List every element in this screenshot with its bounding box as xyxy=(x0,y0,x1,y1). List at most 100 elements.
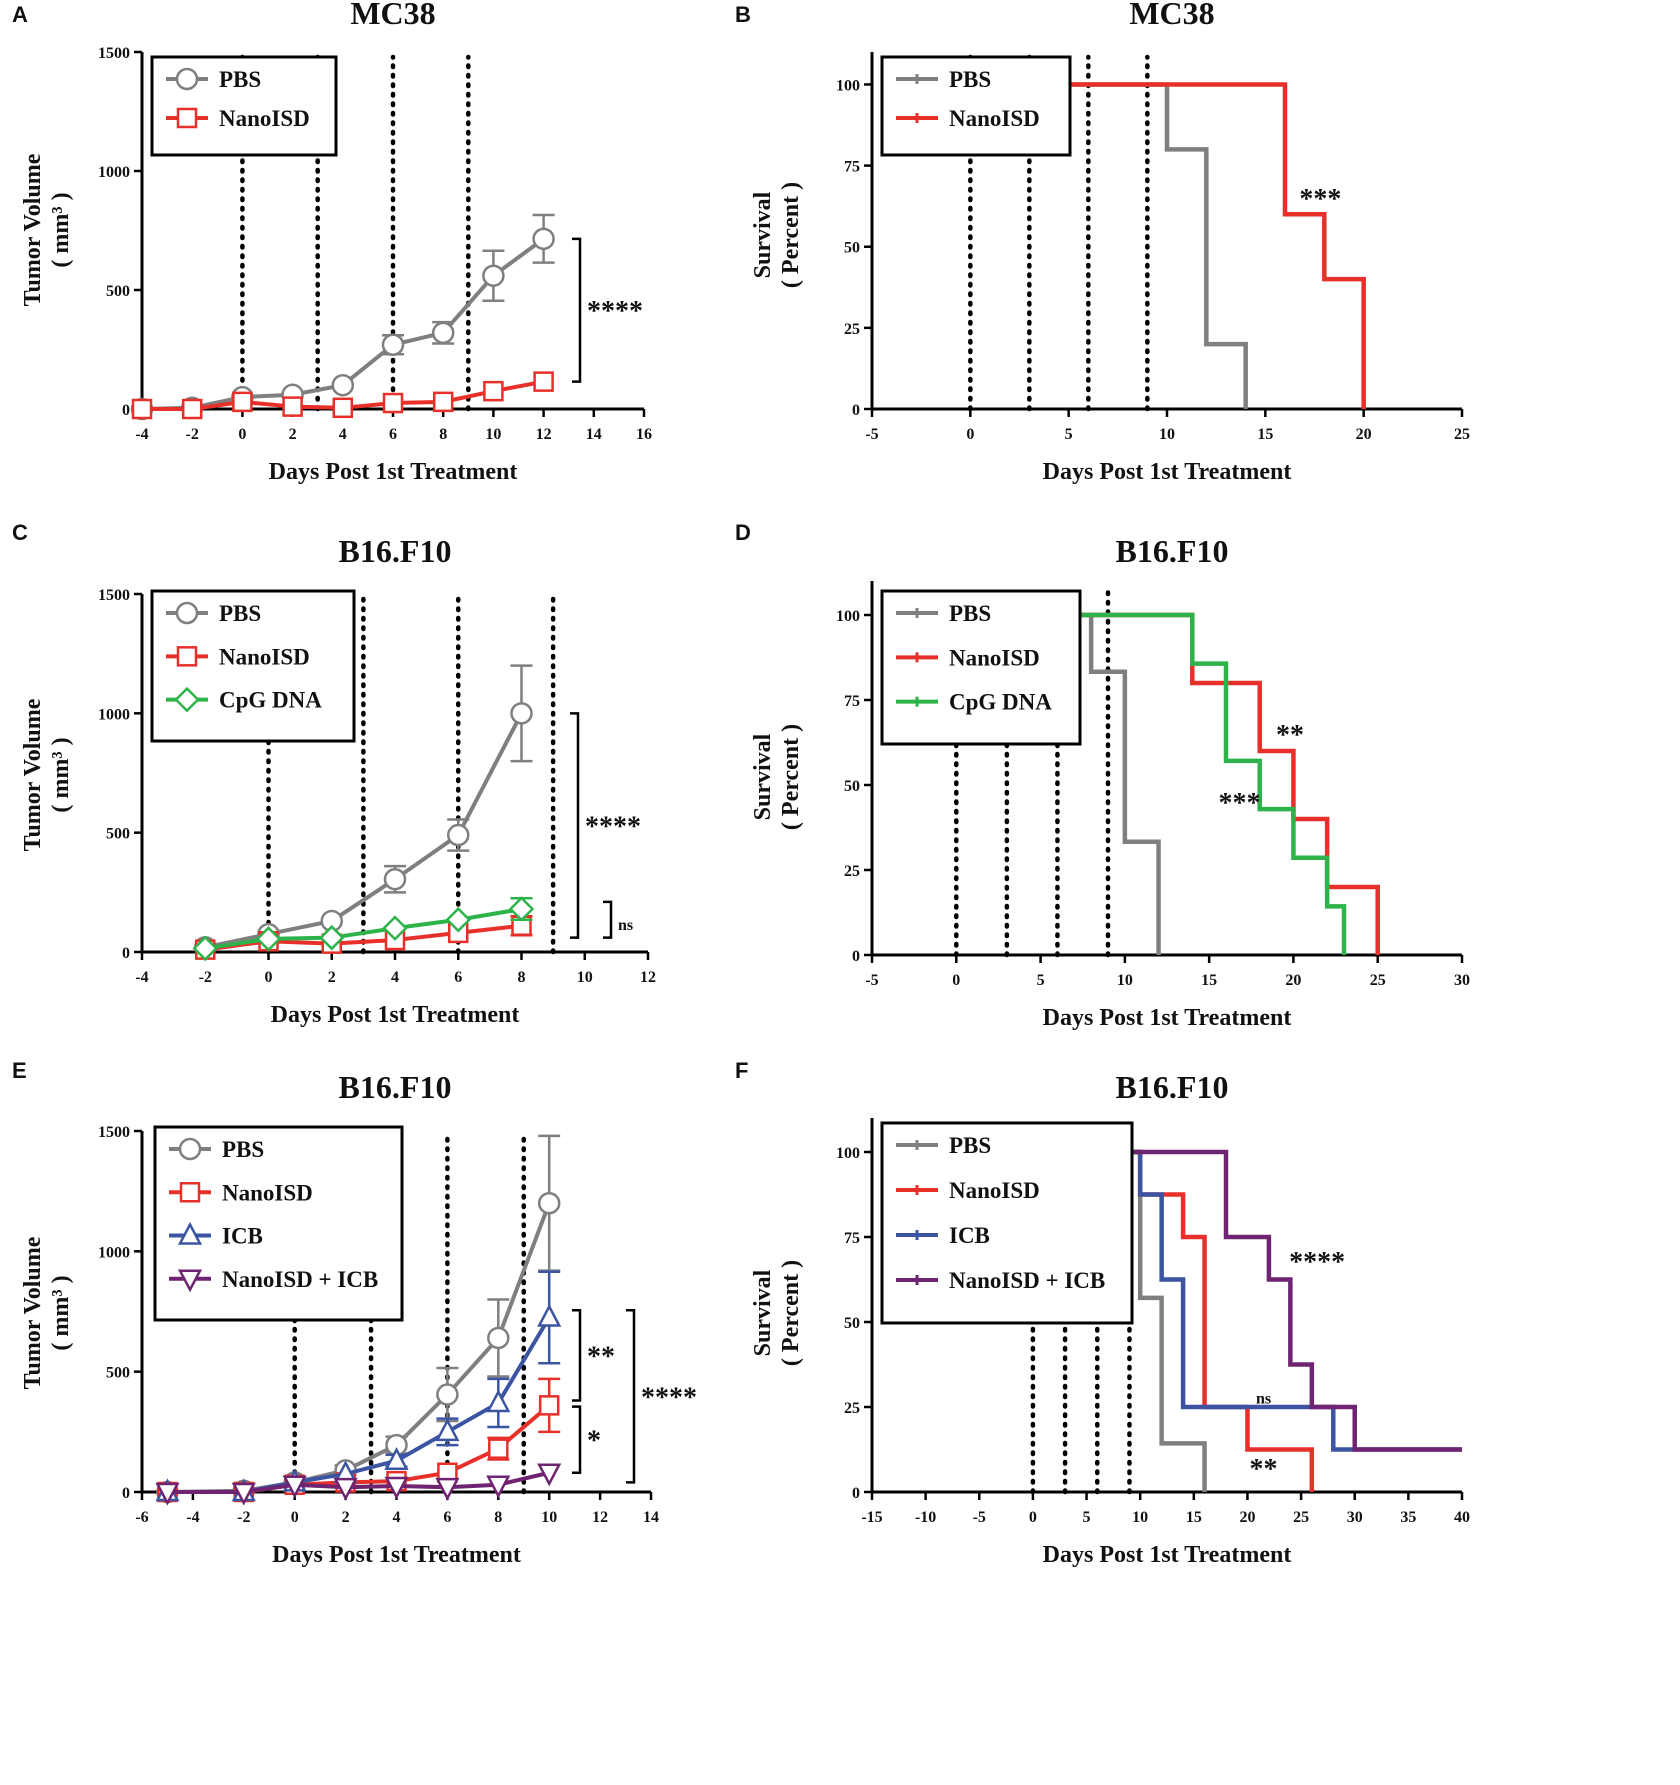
panel-letter: B xyxy=(735,2,751,27)
legend-label: NanoISD xyxy=(949,1178,1040,1203)
x-axis-label: Days Post 1st Treatment xyxy=(272,1542,521,1568)
x-tick-label: 16 xyxy=(636,426,652,443)
x-tick-label: -2 xyxy=(186,426,199,443)
data-point xyxy=(436,1383,459,1406)
panel-letter: A xyxy=(12,2,28,27)
survival-curve xyxy=(1068,82,1366,409)
x-tick-label: 15 xyxy=(1257,426,1273,443)
x-tick-label: 35 xyxy=(1400,1509,1416,1526)
legend-entry: NanoISD xyxy=(896,1178,1040,1203)
y-tick-label: 1500 xyxy=(98,45,130,62)
y-axis-label: Tumor Volume xyxy=(20,698,46,851)
legend-label: ICB xyxy=(222,1224,263,1249)
x-tick-label: -10 xyxy=(915,1509,936,1526)
x-tick-label: 4 xyxy=(339,426,347,443)
y-axis-unit: ( Percent ) xyxy=(778,1260,804,1366)
legend-label: NanoISD + ICB xyxy=(949,1268,1105,1293)
x-tick-label: 6 xyxy=(389,426,397,443)
legend-label: PBS xyxy=(219,67,261,92)
legend-entry: NanoISD + ICB xyxy=(169,1267,378,1293)
legend-label: NanoISD xyxy=(949,645,1040,670)
x-tick-label: 0 xyxy=(966,426,974,443)
x-tick-label: 25 xyxy=(1454,426,1470,443)
legend-marker xyxy=(175,67,199,91)
data-point xyxy=(510,702,533,725)
data-point xyxy=(538,1395,560,1416)
x-axis-label: Days Post 1st Treatment xyxy=(1043,459,1292,485)
significance-bracket xyxy=(603,900,613,939)
y-tick-label: 1500 xyxy=(98,587,130,604)
data-point xyxy=(486,1475,511,1499)
legend-marker xyxy=(176,646,198,667)
legend-marker xyxy=(178,1137,202,1161)
data-point xyxy=(382,392,404,414)
significance-label: **** xyxy=(587,296,643,327)
y-tick-label: 0 xyxy=(122,402,130,419)
legend-label: CpG DNA xyxy=(949,690,1052,715)
x-tick-label: 20 xyxy=(1239,1509,1255,1526)
legend-entry: ICB xyxy=(169,1221,263,1249)
x-tick-label: 0 xyxy=(952,972,960,989)
significance-bracket xyxy=(572,1405,582,1474)
y-axis-label-group: Tumor Volume( mm³ ) xyxy=(20,153,74,306)
x-tick-label: 4 xyxy=(393,1509,401,1526)
y-tick-label: 0 xyxy=(122,1485,130,1502)
survival-curve xyxy=(1086,1149,1462,1452)
legend-entry: NanoISD xyxy=(896,645,1040,670)
legend-label: PBS xyxy=(949,601,991,626)
series-cpg-dna xyxy=(1023,612,1347,955)
y-axis-label-group: Survival( Percent ) xyxy=(750,724,804,830)
y-axis-label: Survival xyxy=(750,1269,776,1356)
x-tick-label: 2 xyxy=(289,426,297,443)
x-tick-label: 2 xyxy=(342,1509,350,1526)
legend-entry: NanoISD xyxy=(166,644,310,669)
significance-bracket xyxy=(572,237,582,383)
legend-marker xyxy=(176,107,198,129)
x-axis-label: Days Post 1st Treatment xyxy=(271,1002,520,1028)
x-tick-label: -2 xyxy=(237,1509,250,1526)
significance-label: *** xyxy=(1299,184,1341,215)
x-tick-label: 10 xyxy=(1132,1509,1148,1526)
x-tick-label: -15 xyxy=(861,1509,882,1526)
data-point xyxy=(318,924,345,951)
y-axis-label: Survival xyxy=(750,191,776,278)
x-axis-label: Days Post 1st Treatment xyxy=(1043,1542,1292,1568)
x-tick-label: 12 xyxy=(536,426,552,443)
y-tick-label: 1000 xyxy=(98,706,130,723)
survival-curve xyxy=(1023,612,1347,955)
y-axis-label-group: Tumor Volume( mm³ ) xyxy=(20,1236,74,1389)
legend-entry: ICB xyxy=(896,1223,990,1248)
data-point xyxy=(486,1389,511,1413)
x-tick-label: 8 xyxy=(494,1509,502,1526)
y-tick-label: 75 xyxy=(844,693,860,710)
y-tick-label: 25 xyxy=(844,863,860,880)
data-point xyxy=(332,397,354,419)
data-point xyxy=(482,264,505,287)
data-point xyxy=(537,1303,562,1327)
legend-box xyxy=(880,589,1082,746)
data-point xyxy=(533,371,554,392)
y-axis-unit: ( mm³ ) xyxy=(48,192,74,267)
x-tick-label: -5 xyxy=(865,972,878,989)
panel-letter: C xyxy=(12,520,28,545)
panel-title: B16.F10 xyxy=(1116,533,1229,569)
x-tick-label: 40 xyxy=(1454,1509,1470,1526)
series-line xyxy=(167,1470,550,1494)
data-point xyxy=(447,823,470,847)
y-tick-label: 0 xyxy=(852,402,860,419)
series-nanoisd xyxy=(131,371,554,420)
legend-marker xyxy=(174,686,200,713)
x-tick-label: -5 xyxy=(973,1509,986,1526)
x-tick-label: 0 xyxy=(265,969,273,986)
series-line xyxy=(204,923,522,952)
y-axis-unit: ( Percent ) xyxy=(778,724,804,830)
survival-curve xyxy=(1086,1149,1462,1452)
significance-label: ns xyxy=(618,917,633,934)
legend-label: PBS xyxy=(222,1137,264,1162)
y-tick-label: 1000 xyxy=(98,1244,130,1261)
legend-entry: PBS xyxy=(896,601,991,626)
x-tick-label: -4 xyxy=(135,969,148,986)
legend-marker xyxy=(177,1269,203,1293)
y-tick-label: 500 xyxy=(106,283,130,300)
series-pbs xyxy=(1068,82,1248,409)
